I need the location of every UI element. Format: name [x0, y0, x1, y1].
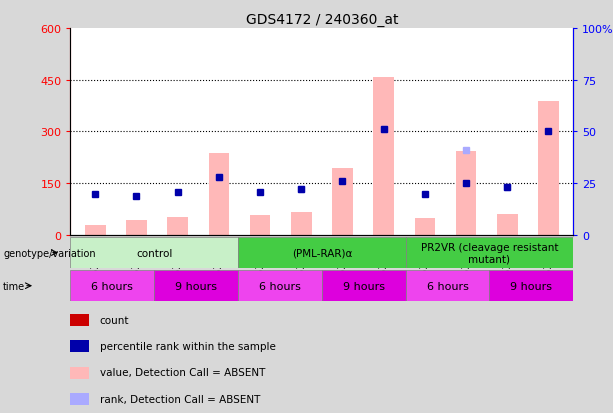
Text: 6 hours: 6 hours: [427, 281, 468, 291]
Text: (PML-RAR)α: (PML-RAR)α: [292, 248, 352, 258]
Text: 6 hours: 6 hours: [91, 281, 133, 291]
Bar: [332, 169, 352, 235]
Text: 9 hours: 9 hours: [343, 281, 385, 291]
Text: 9 hours: 9 hours: [510, 281, 552, 291]
Bar: [406, 271, 489, 301]
Text: value, Detection Call = ABSENT: value, Detection Call = ABSENT: [100, 368, 265, 377]
Text: count: count: [100, 315, 129, 325]
Bar: [497, 214, 517, 235]
Text: 9 hours: 9 hours: [175, 281, 217, 291]
Bar: [70, 271, 154, 301]
Bar: [208, 154, 229, 235]
Title: GDS4172 / 240360_at: GDS4172 / 240360_at: [246, 12, 398, 26]
Bar: [291, 212, 311, 235]
Bar: [70, 367, 89, 379]
Text: percentile rank within the sample: percentile rank within the sample: [100, 341, 276, 351]
Bar: [70, 314, 89, 326]
Bar: [373, 78, 394, 235]
Text: PR2VR (cleavage resistant
mutant): PR2VR (cleavage resistant mutant): [421, 242, 558, 264]
Text: genotype/variation: genotype/variation: [3, 248, 96, 258]
Bar: [455, 152, 476, 235]
Bar: [322, 271, 406, 301]
Bar: [406, 237, 573, 268]
Bar: [70, 340, 89, 352]
Text: control: control: [136, 248, 172, 258]
Bar: [154, 271, 238, 301]
Bar: [167, 218, 188, 235]
Text: time: time: [3, 281, 25, 291]
Bar: [414, 219, 435, 235]
Bar: [238, 237, 406, 268]
Bar: [238, 271, 322, 301]
Bar: [70, 393, 89, 405]
Bar: [249, 216, 270, 235]
Bar: [85, 225, 105, 235]
Bar: [70, 237, 238, 268]
Bar: [126, 221, 147, 235]
Bar: [538, 102, 558, 235]
Bar: [489, 271, 573, 301]
Text: rank, Detection Call = ABSENT: rank, Detection Call = ABSENT: [100, 394, 260, 404]
Text: 6 hours: 6 hours: [259, 281, 301, 291]
